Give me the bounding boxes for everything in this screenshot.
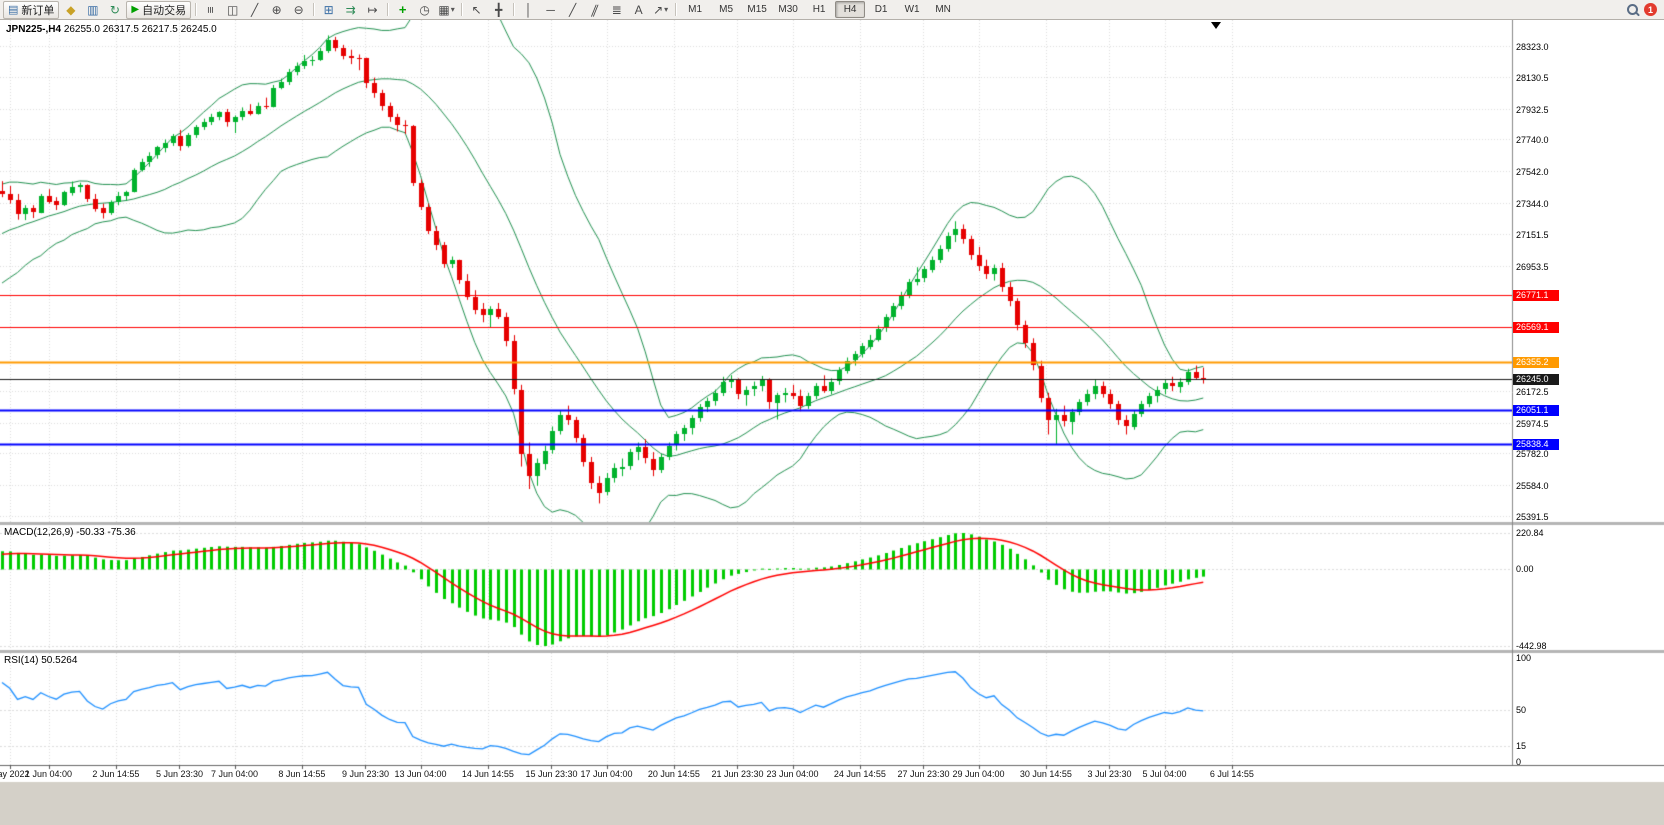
new-order-icon: ▤ (8, 4, 19, 16)
notification-badge[interactable]: 1 (1644, 3, 1657, 16)
chart-canvas[interactable] (0, 20, 1664, 825)
tile-windows-icon[interactable]: ⊞ (323, 2, 334, 17)
arrows-icon[interactable]: ↗ ▾ (653, 2, 669, 17)
bars-icon[interactable]: ≡ (203, 5, 218, 14)
search-icon[interactable] (1627, 4, 1638, 15)
toolbar-separator (513, 3, 515, 16)
chevron-down-icon: ▾ (664, 5, 669, 14)
toolbar-right-group: 1 (1627, 3, 1661, 16)
new-order-button[interactable]: ▤ 新订单 (3, 0, 60, 19)
toolbar-separator (195, 3, 197, 16)
timeframe-button-W1[interactable]: W1 (904, 4, 920, 15)
autotrading-icon: ▶ (131, 4, 140, 15)
timeframe-button-D1[interactable]: D1 (874, 4, 888, 15)
timeframe-button-MN[interactable]: MN (935, 4, 951, 15)
autoscroll-icon[interactable]: ⇉ (345, 2, 356, 17)
fibonacci-icon[interactable]: ≣ (611, 2, 622, 17)
autotrading-button[interactable]: ▶ 自动交易 (126, 0, 192, 19)
zoom-out-icon[interactable]: ⊖ (293, 2, 304, 17)
timeframe-button-M15[interactable]: M15 (747, 4, 767, 15)
crosshair-icon[interactable]: ╋ (494, 2, 503, 17)
line-chart-icon[interactable]: ╱ (250, 2, 259, 17)
toolbar-separator (313, 3, 315, 16)
text-icon[interactable]: A (634, 2, 643, 17)
toolbar-separator (461, 3, 463, 16)
vertical-line-icon[interactable]: │ (524, 2, 533, 17)
indicators-icon[interactable]: + (398, 2, 407, 17)
chart-shift-icon[interactable]: ↦ (367, 2, 378, 17)
market-watch-icon[interactable]: ▥ (87, 2, 99, 17)
template-icon[interactable]: ▦ ▾ (438, 2, 455, 17)
zoom-in-icon[interactable]: ⊕ (271, 2, 282, 17)
timeframe-button-H4[interactable]: H4 (835, 1, 866, 18)
timeframe-button-M30[interactable]: M30 (778, 4, 798, 15)
trendline-icon[interactable]: ╱ (568, 2, 577, 17)
chart-shift-marker[interactable] (1211, 22, 1221, 29)
toolbar-separator (675, 3, 677, 16)
timeframe-button-M1[interactable]: M1 (688, 4, 703, 15)
timeframe-group: M1 M5 M15 M30 H1 H4 D1 W1 MN (680, 1, 958, 18)
cursor-icon[interactable]: ↖ (471, 2, 482, 17)
refresh-icon[interactable]: ↻ (109, 2, 120, 17)
timeframe-button-M5[interactable]: M5 (719, 4, 734, 15)
autotrading-label: 自动交易 (142, 4, 187, 17)
new-order-label: 新订单 (21, 4, 55, 17)
periods-icon[interactable]: ◷ (419, 2, 430, 17)
toolbar-separator (387, 3, 389, 16)
channel-icon[interactable]: ∥ (588, 2, 601, 17)
timeframe-button-H1[interactable]: H1 (812, 4, 826, 15)
horizontal-line-icon[interactable]: ─ (546, 2, 555, 17)
candles-icon[interactable]: ◫ (226, 2, 239, 17)
chevron-down-icon: ▾ (450, 5, 455, 14)
metaeditor-icon[interactable]: ◆ (66, 2, 76, 17)
toolbar: ▤ 新订单 ◆ ▥ ↻ ▶ 自动交易 ≡ ◫ ╱ ⊕ ⊖ ⊞ ⇉ ↦ + ◷ ▦… (0, 0, 1664, 20)
